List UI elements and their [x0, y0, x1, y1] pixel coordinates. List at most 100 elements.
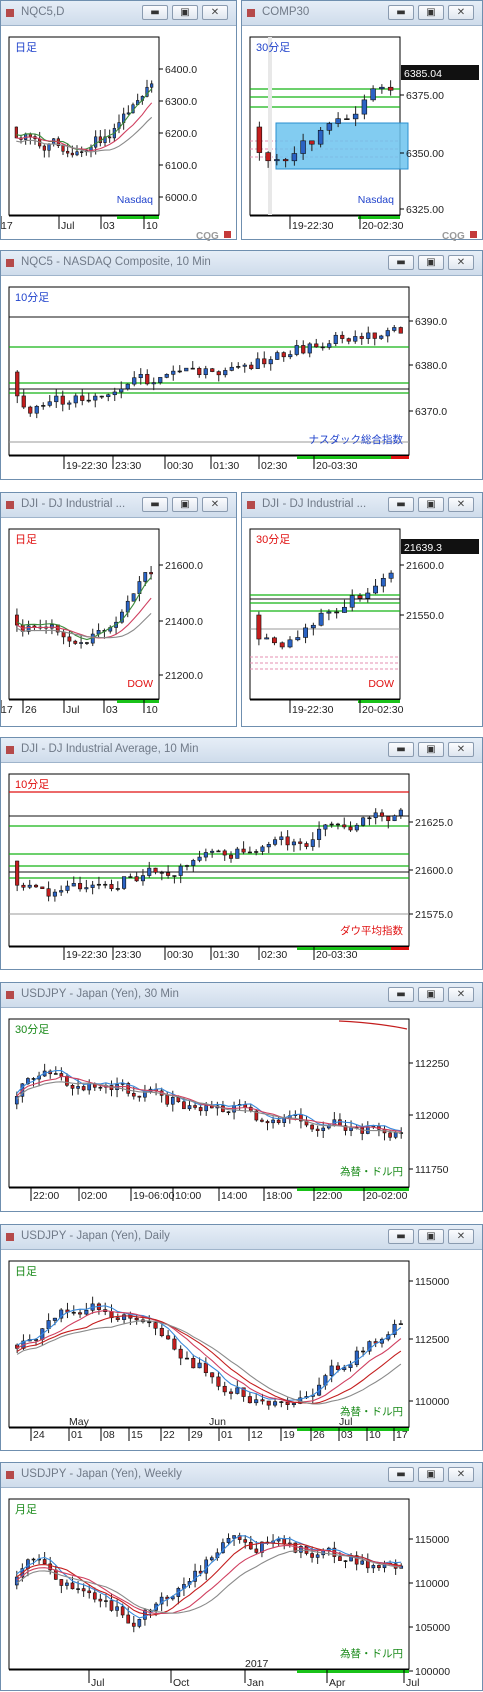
- candle-body: [122, 1314, 127, 1320]
- candle-body: [335, 823, 340, 826]
- candle-body: [273, 1401, 278, 1406]
- candle-body: [279, 1401, 284, 1403]
- candle-body: [112, 391, 117, 396]
- period-label: 日足: [15, 534, 37, 546]
- session-bar: [297, 1428, 409, 1431]
- title-bar[interactable]: DJI - DJ Industrial ... ▬ ▣ ✕: [242, 493, 482, 518]
- x-tick-label: 18:00: [266, 1190, 292, 1202]
- candle-body: [90, 884, 95, 888]
- chart-area[interactable]: 6375.00 6350.00 6325.00 19-22:30 20-02:30 30分…: [242, 25, 483, 241]
- title-bar[interactable]: COMP30 ▬ ▣ ✕: [242, 1, 482, 26]
- close-icon[interactable]: ✕: [448, 497, 474, 512]
- candle-body: [34, 405, 39, 414]
- maximize-icon[interactable]: ▣: [418, 497, 444, 512]
- maximize-icon[interactable]: ▣: [418, 1229, 444, 1244]
- chart-window-dji-10min: DJI - DJ Industrial Average, 10 Min ▬ ▣ …: [0, 737, 483, 970]
- close-icon[interactable]: ✕: [448, 742, 474, 757]
- minimize-icon[interactable]: ▬: [388, 497, 414, 512]
- title-bar[interactable]: USDJPY - Japan (Yen), 30 Min ▬ ▣ ✕: [1, 983, 482, 1008]
- moving-average-line: [16, 1320, 402, 1405]
- highlight-zone: [275, 122, 409, 170]
- title-bar[interactable]: USDJPY - Japan (Yen), Weekly ▬ ▣ ✕: [1, 1463, 482, 1488]
- candle-body: [80, 151, 84, 153]
- candle-body: [126, 1614, 131, 1624]
- close-icon[interactable]: ✕: [448, 1467, 474, 1482]
- moving-average-line: [16, 1081, 402, 1134]
- last-price-tag: [401, 65, 479, 80]
- cqg-logo: CQG: [442, 231, 465, 241]
- plot-frame: [8, 1498, 410, 1670]
- candle-body: [221, 1542, 225, 1554]
- chart-area[interactable]: 21625.0 21600.0 21575.0 19-22:30 23:30 00:30 0…: [1, 762, 483, 971]
- minimize-icon[interactable]: ▬: [142, 497, 168, 512]
- minimize-icon[interactable]: ▬: [388, 1229, 414, 1244]
- close-icon[interactable]: ✕: [202, 497, 228, 512]
- x-tick-label: Oct: [173, 1677, 189, 1689]
- candle-body: [84, 887, 89, 890]
- candle-body: [357, 595, 363, 599]
- candle-body: [92, 1592, 97, 1600]
- candle-body: [285, 836, 290, 846]
- title-bar[interactable]: NQC5 - NASDAQ Composite, 10 Min ▬ ▣ ✕: [1, 251, 482, 276]
- maximize-icon[interactable]: ▣: [418, 1467, 444, 1482]
- chart-area[interactable]: 115000 112500 110000 24 01 08 15 22 29 01 12 19 26 03…: [1, 1249, 483, 1452]
- chart-area[interactable]: 21600.0 21400.0 21200.0 26 Jul 03 10 17 日足 DOW: [1, 517, 238, 728]
- minimize-icon[interactable]: ▬: [388, 255, 414, 270]
- candle-body: [380, 578, 386, 587]
- candle-body: [79, 642, 83, 644]
- candle-body: [153, 867, 158, 873]
- chart-area[interactable]: 21600.0 21550.0 19-22:30 20-02:30 30分足 DOW 216…: [242, 517, 483, 728]
- close-icon[interactable]: ✕: [448, 5, 474, 20]
- y-tick-label: 105000: [415, 1622, 450, 1634]
- candle-body: [343, 1560, 348, 1562]
- minimize-icon[interactable]: ▬: [388, 987, 414, 1002]
- candle-body: [210, 1372, 215, 1378]
- y-tick-label: 21625.0: [415, 817, 453, 829]
- candle-body: [170, 1097, 175, 1105]
- chart-area[interactable]: 6400.0 6300.0 6200.0 6100.0 6000.0 Jul 03 10 17 日…: [1, 25, 238, 241]
- minimize-icon[interactable]: ▬: [388, 742, 414, 757]
- close-icon[interactable]: ✕: [448, 987, 474, 1002]
- chart-area[interactable]: 112250 112000 111750 22:00 02:00 19-06:00 10:0…: [1, 1007, 483, 1213]
- candle-body: [222, 1385, 227, 1393]
- y-tick-label: 112250: [415, 1058, 449, 1070]
- maximize-icon[interactable]: ▣: [418, 987, 444, 1002]
- candle-body: [241, 1387, 246, 1397]
- title-bar[interactable]: USDJPY - Japan (Yen), Daily ▬ ▣ ✕: [1, 1225, 482, 1250]
- candle-body: [176, 1097, 181, 1103]
- title-bar[interactable]: NQC5,D ▬ ▣ ✕: [1, 1, 236, 26]
- close-icon[interactable]: ✕: [448, 255, 474, 270]
- year-label: 2017: [245, 1658, 269, 1670]
- candle-body: [348, 826, 353, 831]
- y-tick-label: 21200.0: [165, 670, 203, 682]
- maximize-icon[interactable]: ▣: [418, 742, 444, 757]
- candle-body: [353, 336, 358, 342]
- close-icon[interactable]: ✕: [448, 1229, 474, 1244]
- x-tick-label: 10: [146, 704, 158, 716]
- minimize-icon[interactable]: ▬: [388, 5, 414, 20]
- maximize-icon[interactable]: ▣: [172, 5, 198, 20]
- minimize-icon[interactable]: ▬: [142, 5, 168, 20]
- chart-area[interactable]: 6390.0 6380.0 6370.0 19-22:30 23:30 00:30 01:3…: [1, 275, 483, 481]
- candle-body: [326, 123, 333, 131]
- cqg-app-icon: [6, 746, 14, 754]
- candle-body: [398, 809, 403, 816]
- candle-body: [388, 1132, 392, 1138]
- title-bar[interactable]: DJI - DJ Industrial ... ▬ ▣ ✕: [1, 493, 236, 518]
- session-bar: [391, 456, 409, 459]
- candle-body: [126, 1083, 131, 1094]
- title-bar[interactable]: DJI - DJ Industrial Average, 10 Min ▬ ▣ …: [1, 738, 482, 763]
- candle-body: [254, 851, 259, 853]
- minimize-icon[interactable]: ▬: [388, 1467, 414, 1482]
- chart-window-comp30: COMP30 ▬ ▣ ✕ 6375.00 6350.00 6325.00 19-22:…: [241, 0, 483, 241]
- candle-body: [315, 1128, 320, 1131]
- candle-body: [47, 143, 51, 151]
- candle-body: [293, 1542, 298, 1553]
- maximize-icon[interactable]: ▣: [418, 255, 444, 270]
- candle-body: [346, 338, 351, 342]
- maximize-icon[interactable]: ▣: [418, 5, 444, 20]
- close-icon[interactable]: ✕: [202, 5, 228, 20]
- candle-body: [73, 640, 78, 644]
- maximize-icon[interactable]: ▣: [172, 497, 198, 512]
